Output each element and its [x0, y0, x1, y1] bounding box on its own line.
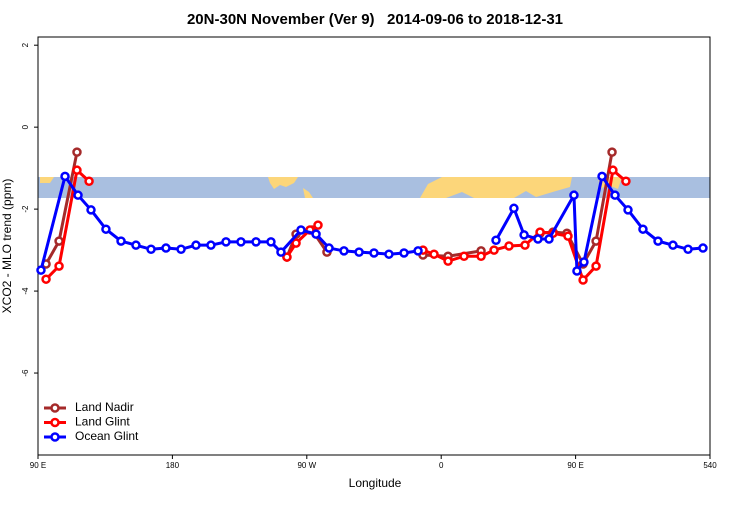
- point: [131, 240, 141, 250]
- point: [72, 147, 82, 157]
- point: [429, 249, 439, 259]
- map-strip: [38, 177, 710, 198]
- point: [60, 171, 70, 182]
- point: [86, 205, 96, 215]
- legend-label: Land Glint: [75, 415, 130, 429]
- point: [476, 251, 486, 261]
- point: [563, 231, 573, 241]
- point: [54, 261, 64, 271]
- point: [653, 236, 663, 246]
- point: [683, 244, 693, 255]
- point: [73, 190, 83, 200]
- legend-marker: [50, 417, 60, 428]
- legend-label: Land Nadir: [75, 400, 134, 414]
- point: [579, 257, 589, 267]
- point: [84, 176, 94, 187]
- point: [698, 243, 708, 253]
- y-tick-label: -6: [21, 369, 30, 377]
- point: [623, 205, 633, 215]
- point: [607, 147, 617, 157]
- point: [36, 265, 46, 275]
- point: [569, 190, 579, 200]
- point: [72, 165, 82, 175]
- point: [291, 238, 301, 248]
- point: [572, 266, 582, 276]
- legend-label: Ocean Glint: [75, 429, 139, 443]
- x-tick-label: 90 E: [567, 461, 583, 470]
- x-tick-label: 90 E: [30, 461, 46, 470]
- x-tick-label: 90 W: [297, 461, 316, 470]
- point: [578, 275, 588, 285]
- point: [459, 251, 469, 261]
- point: [176, 244, 186, 255]
- point: [621, 176, 631, 187]
- y-axis-label: XCO2 - MLO trend (ppm): [0, 179, 14, 314]
- point: [354, 247, 364, 257]
- point: [296, 225, 306, 235]
- point: [276, 247, 286, 257]
- point: [41, 274, 51, 284]
- point: [597, 171, 607, 182]
- point: [266, 237, 276, 247]
- point: [101, 224, 111, 234]
- point: [311, 229, 321, 239]
- chart-title: 20N-30N November (Ver 9) 2014-09-06 to 2…: [187, 11, 563, 28]
- point: [282, 252, 292, 262]
- point: [591, 261, 601, 271]
- point: [608, 165, 618, 175]
- y-tick-label: -2: [21, 205, 30, 213]
- y-tick-label: 2: [21, 42, 30, 47]
- y-tick-label: 0: [21, 124, 30, 129]
- y-tick-label: -4: [21, 287, 30, 295]
- point: [236, 237, 246, 247]
- point: [161, 243, 171, 253]
- legend-marker: [50, 432, 60, 442]
- point: [384, 249, 394, 259]
- x-tick-label: 180: [166, 461, 180, 470]
- point: [399, 248, 409, 258]
- point: [491, 235, 501, 246]
- point: [313, 220, 323, 230]
- point: [221, 237, 231, 247]
- point: [504, 241, 514, 251]
- point: [369, 248, 379, 258]
- point: [443, 256, 453, 266]
- x-axis-label: Longitude: [349, 476, 402, 490]
- point: [533, 234, 543, 244]
- point: [339, 246, 349, 256]
- point: [191, 240, 201, 250]
- point: [519, 230, 529, 240]
- point: [489, 245, 499, 255]
- x-tick-label: 0: [439, 461, 444, 470]
- point: [638, 224, 648, 234]
- point: [520, 240, 530, 250]
- point: [668, 240, 678, 250]
- point: [116, 236, 126, 246]
- point: [544, 234, 554, 244]
- point: [54, 236, 64, 246]
- point: [413, 246, 423, 256]
- point: [509, 203, 519, 214]
- point: [610, 190, 620, 200]
- point: [146, 244, 156, 255]
- point: [251, 237, 261, 247]
- point: [324, 243, 334, 253]
- legend-marker: [50, 403, 60, 413]
- point: [206, 240, 216, 250]
- x-tick-label: 540: [703, 461, 717, 470]
- plot-frame: [37, 36, 711, 456]
